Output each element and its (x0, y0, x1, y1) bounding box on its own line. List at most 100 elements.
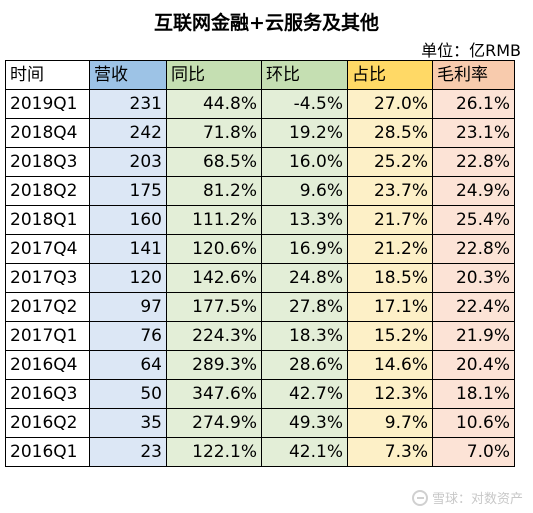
cell-qoq: 42.7% (261, 379, 348, 409)
cell-share: 25.2% (347, 147, 433, 177)
cell-share: 21.2% (347, 234, 433, 264)
cell-period: 2016Q2 (5, 408, 90, 438)
cell-yoy: 274.9% (166, 408, 262, 438)
cell-gross-margin: 22.4% (432, 292, 515, 322)
cell-qoq: -4.5% (261, 89, 348, 119)
cell-share: 9.7% (347, 408, 433, 438)
header-row: 时间 营收 同比 环比 占比 毛利率 (5, 60, 515, 90)
table-row: 2017Q1 76 224.3% 18.3% 15.2% 21.9% (5, 321, 515, 351)
cell-share: 7.3% (347, 437, 433, 467)
cell-qoq: 28.6% (261, 350, 348, 380)
cell-yoy: 122.1% (166, 437, 262, 467)
header-revenue: 营收 (89, 60, 167, 90)
cell-qoq: 49.3% (261, 408, 348, 438)
cell-yoy: 177.5% (166, 292, 262, 322)
cell-share: 21.7% (347, 205, 433, 235)
cell-revenue: 23 (89, 437, 167, 467)
cell-period: 2016Q1 (5, 437, 90, 467)
table-title: 互联网金融+云服务及其他 (154, 12, 379, 34)
table-row: 2018Q1 160 111.2% 13.3% 21.7% 25.4% (5, 205, 515, 235)
cell-yoy: 81.2% (166, 176, 262, 206)
table-row: 2016Q3 50 347.6% 42.7% 12.3% 18.1% (5, 379, 515, 409)
snowball-logo-icon (411, 489, 428, 506)
cell-period: 2019Q1 (5, 89, 90, 119)
cell-period: 2018Q3 (5, 147, 90, 177)
cell-qoq: 27.8% (261, 292, 348, 322)
table-row: 2018Q4 242 71.8% 19.2% 28.5% 23.1% (5, 118, 515, 148)
cell-period: 2017Q2 (5, 292, 90, 322)
cell-yoy: 120.6% (166, 234, 262, 264)
cell-revenue: 141 (89, 234, 167, 264)
cell-revenue: 97 (89, 292, 167, 322)
cell-gross-margin: 10.6% (432, 408, 515, 438)
cell-qoq: 9.6% (261, 176, 348, 206)
cell-revenue: 231 (89, 89, 167, 119)
cell-qoq: 16.0% (261, 147, 348, 177)
cell-yoy: 44.8% (166, 89, 262, 119)
cell-period: 2017Q1 (5, 321, 90, 351)
cell-qoq: 42.1% (261, 437, 348, 467)
cell-qoq: 18.3% (261, 321, 348, 351)
watermark: 雪球：对数资产 (411, 488, 523, 507)
cell-period: 2017Q4 (5, 234, 90, 264)
table-row: 2017Q4 141 120.6% 16.9% 21.2% 22.8% (5, 234, 515, 264)
cell-revenue: 242 (89, 118, 167, 148)
table-row: 2018Q3 203 68.5% 16.0% 25.2% 22.8% (5, 147, 515, 177)
table-body: 时间 营收 同比 环比 占比 毛利率 2019Q1 231 44.8% -4.5% 27.0% 26.… (5, 60, 515, 467)
table-row: 2016Q1 23 122.1% 42.1% 7.3% 7.0% (5, 437, 515, 467)
cell-revenue: 203 (89, 147, 167, 177)
watermark-text: 雪球：对数资产 (431, 492, 523, 507)
header-yoy: 同比 (166, 60, 262, 90)
cell-yoy: 111.2% (166, 205, 262, 235)
table-row: 2017Q3 120 142.6% 24.8% 18.5% 20.3% (5, 263, 515, 293)
cell-gross-margin: 23.1% (432, 118, 515, 148)
cell-yoy: 71.8% (166, 118, 262, 148)
cell-gross-margin: 22.8% (432, 234, 515, 264)
cell-yoy: 347.6% (166, 379, 262, 409)
cell-yoy: 289.3% (166, 350, 262, 380)
cell-period: 2016Q3 (5, 379, 90, 409)
cell-revenue: 175 (89, 176, 167, 206)
unit-label: 单位：亿RMB (421, 41, 521, 60)
cell-share: 18.5% (347, 263, 433, 293)
cell-period: 2016Q4 (5, 350, 90, 380)
cell-gross-margin: 24.9% (432, 176, 515, 206)
table-row: 2018Q2 175 81.2% 9.6% 23.7% 24.9% (5, 176, 515, 206)
cell-share: 27.0% (347, 89, 433, 119)
cell-share: 12.3% (347, 379, 433, 409)
header-share: 占比 (347, 60, 433, 90)
cell-share: 14.6% (347, 350, 433, 380)
cell-revenue: 76 (89, 321, 167, 351)
cell-gross-margin: 22.8% (432, 147, 515, 177)
cell-gross-margin: 20.4% (432, 350, 515, 380)
cell-gross-margin: 21.9% (432, 321, 515, 351)
header-qoq: 环比 (261, 60, 348, 90)
cell-yoy: 68.5% (166, 147, 262, 177)
cell-period: 2018Q2 (5, 176, 90, 206)
header-period: 时间 (5, 60, 90, 90)
cell-revenue: 160 (89, 205, 167, 235)
cell-qoq: 24.8% (261, 263, 348, 293)
cell-revenue: 64 (89, 350, 167, 380)
financial-table: 时间 营收 同比 环比 占比 毛利率 2019Q1 231 44.8% -4.5% 27.0% 26.… (5, 60, 515, 467)
table-row: 2016Q4 64 289.3% 28.6% 14.6% 20.4% (5, 350, 515, 380)
cell-share: 17.1% (347, 292, 433, 322)
cell-qoq: 19.2% (261, 118, 348, 148)
table-row: 2017Q2 97 177.5% 27.8% 17.1% 22.4% (5, 292, 515, 322)
table-row: 2019Q1 231 44.8% -4.5% 27.0% 26.1% (5, 89, 515, 119)
cell-gross-margin: 20.3% (432, 263, 515, 293)
cell-period: 2018Q4 (5, 118, 90, 148)
cell-qoq: 16.9% (261, 234, 348, 264)
cell-gross-margin: 25.4% (432, 205, 515, 235)
cell-gross-margin: 7.0% (432, 437, 515, 467)
cell-share: 28.5% (347, 118, 433, 148)
header-gross-margin: 毛利率 (432, 60, 515, 90)
cell-qoq: 13.3% (261, 205, 348, 235)
cell-gross-margin: 26.1% (432, 89, 515, 119)
cell-share: 15.2% (347, 321, 433, 351)
cell-gross-margin: 18.1% (432, 379, 515, 409)
cell-revenue: 50 (89, 379, 167, 409)
cell-period: 2018Q1 (5, 205, 90, 235)
cell-yoy: 224.3% (166, 321, 262, 351)
cell-share: 23.7% (347, 176, 433, 206)
